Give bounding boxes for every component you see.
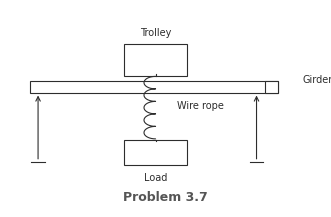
Bar — [30, 81, 278, 93]
Text: Wire rope: Wire rope — [177, 101, 224, 111]
Text: Load: Load — [144, 173, 167, 182]
Bar — [124, 44, 187, 76]
Text: Girder: Girder — [303, 75, 331, 85]
Bar — [265, 81, 278, 93]
Text: Trolley: Trolley — [140, 28, 171, 38]
Text: Problem 3.7: Problem 3.7 — [123, 191, 208, 204]
Bar — [124, 140, 187, 165]
